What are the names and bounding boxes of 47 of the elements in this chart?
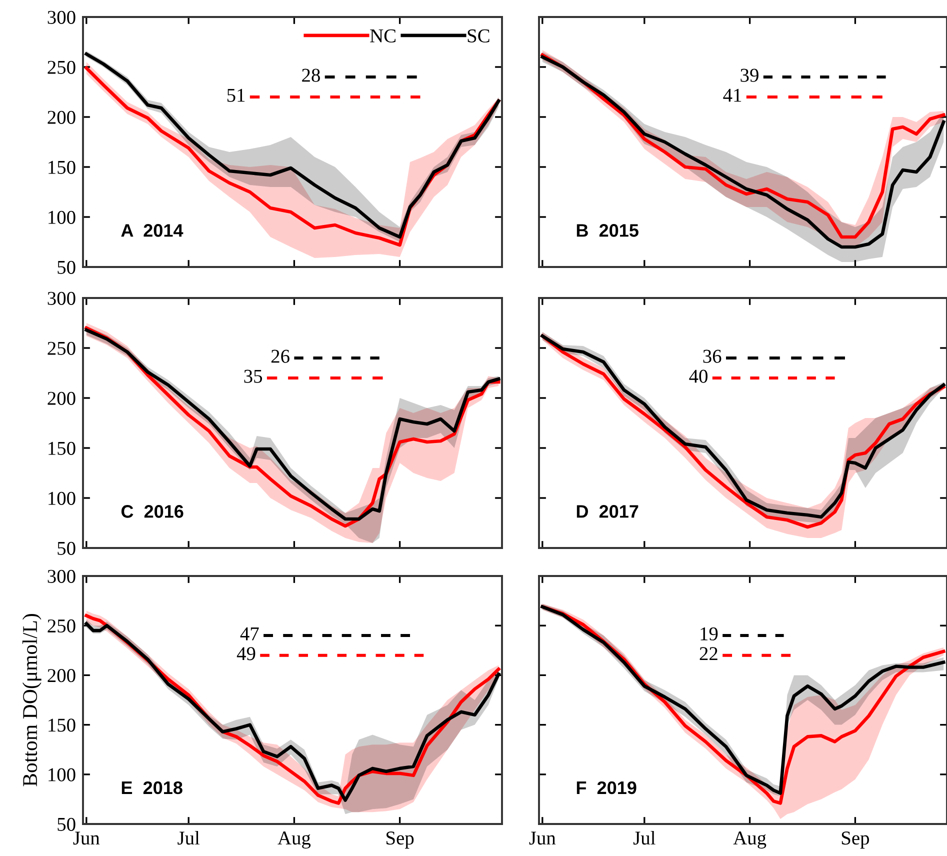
x-tick-label: Sep (842, 832, 870, 849)
x-tick-label: Jul (178, 830, 200, 845)
y-tick-label: 50 (58, 542, 76, 555)
y-axis-title: Bottom DO(μmol/L) (22, 614, 42, 786)
annotation: 51 (227, 88, 245, 102)
legend-label: NC (370, 29, 396, 42)
annotation: 28 (302, 68, 320, 82)
annotation: F 2019 (576, 781, 636, 794)
x-tick-label: Jun (73, 832, 100, 845)
y-tick-label: 200 (48, 669, 76, 682)
y-tick-label: 300 (48, 292, 76, 305)
y-tick-label: 100 (48, 768, 76, 782)
x-tick-label: Aug (278, 832, 311, 849)
annotation: D 2017 (576, 505, 638, 518)
annotation: B 2015 (576, 224, 638, 237)
x-tick-label: Jul (633, 830, 656, 845)
y-tick-label: 150 (48, 718, 76, 732)
x-tick-label: Sep (386, 832, 414, 849)
y-tick-label: 50 (58, 260, 76, 274)
annotation: C 2016 (121, 505, 184, 518)
annotation: 47 (240, 627, 259, 640)
annotation: 36 (703, 350, 722, 363)
y-tick-label: 100 (48, 492, 76, 505)
annotation: 19 (700, 627, 718, 640)
y-tick-label: 100 (48, 210, 76, 224)
y-tick-label: 200 (48, 110, 76, 124)
x-tick-label: Aug (733, 832, 766, 849)
legend-label: SC (468, 29, 490, 42)
annotation: 22 (700, 647, 718, 660)
y-tick-label: 150 (48, 160, 76, 174)
annotation: 35 (244, 370, 262, 383)
annotation: 39 (740, 68, 758, 82)
x-tick-label: Jun (529, 832, 556, 845)
y-tick-label: 250 (48, 619, 76, 633)
annotation: 40 (689, 370, 708, 383)
annotation: 26 (271, 350, 290, 363)
annotation: E 2018 (122, 781, 182, 794)
y-tick-label: 300 (48, 570, 76, 583)
y-tick-label: 200 (48, 392, 76, 405)
y-tick-label: 250 (48, 60, 76, 74)
annotation: A 2014 (121, 224, 184, 237)
y-tick-label: 250 (48, 342, 76, 355)
y-tick-label: 150 (48, 442, 76, 455)
annotation: 49 (236, 647, 256, 660)
y-tick-label: 300 (48, 10, 76, 24)
y-tick-label: 50 (58, 818, 76, 831)
annotation: 41 (723, 88, 742, 102)
